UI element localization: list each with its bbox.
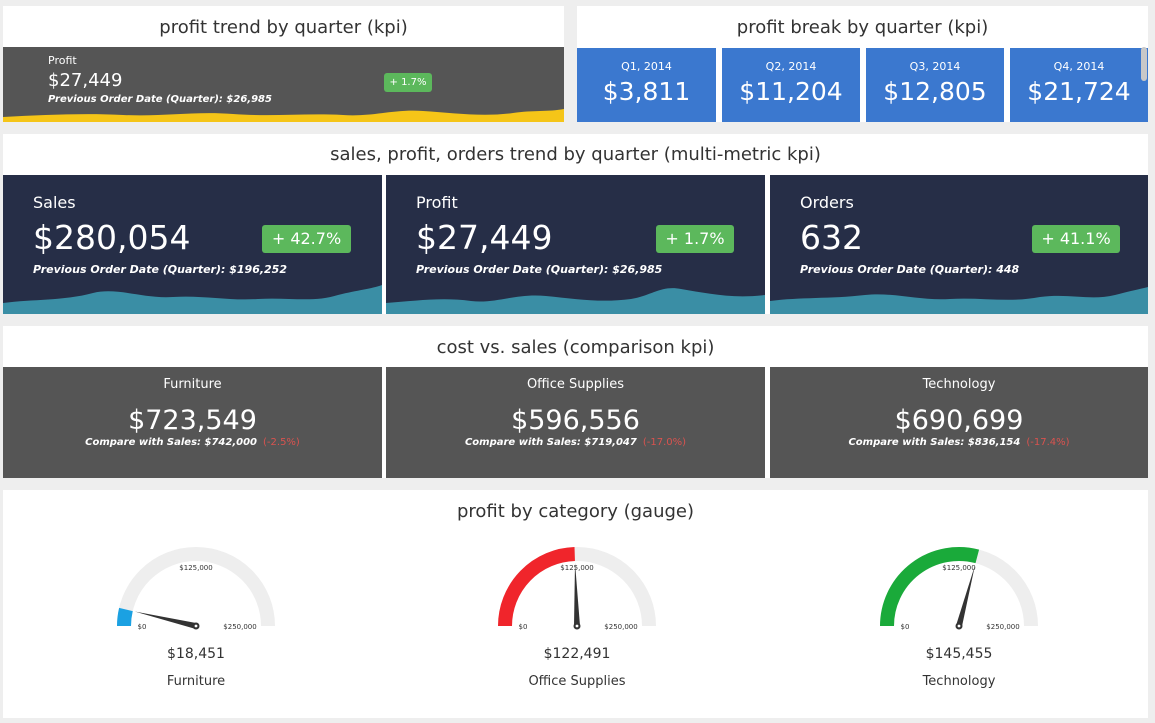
compare-tile-office-supplies[interactable]: Office Supplies $596,556 Compare with Sa… (386, 367, 765, 478)
cost-sales-panel: cost vs. sales (comparison kpi) Furnitur… (3, 326, 1148, 478)
metric-change-badge: + 1.7% (656, 225, 734, 253)
gauge-value: $145,455 (925, 646, 993, 662)
gauge-fill-arc (498, 547, 576, 627)
multi-metric-title: sales, profit, orders trend by quarter (… (330, 144, 821, 165)
metric-previous: Previous Order Date (Quarter): $26,985 (416, 263, 663, 276)
gauge-dial: $0 $125,000 $250,000 (880, 547, 1038, 631)
cost-sales-title: cost vs. sales (comparison kpi) (436, 337, 715, 358)
metric-value: 632 (800, 218, 863, 257)
compare-value: $596,556 (511, 405, 640, 436)
quarter-label: Q2, 2014 (765, 60, 817, 73)
gauge-needle (956, 565, 976, 627)
orders-area (770, 287, 1148, 314)
metric-value: $27,449 (416, 218, 553, 257)
compare-value: $723,549 (128, 405, 257, 436)
gauge-dial: $0 $125,000 $250,000 (117, 547, 275, 631)
compare-line: Compare with Sales: $742,000 (-2.5%) (3, 437, 382, 448)
profit-trend-label: Profit (48, 54, 77, 67)
compare-tile-technology[interactable]: Technology $690,699 Compare with Sales: … (770, 367, 1148, 478)
gauge-max-label: $250,000 (986, 623, 1019, 631)
gauge-title: profit by category (gauge) (456, 501, 695, 522)
gauge-technology[interactable]: $0 $125,000 $250,000 $145,455 Technology (869, 540, 1049, 710)
quarter-tile-q1[interactable]: Q1, 2014 $3,811 (577, 48, 716, 122)
panel-scrollbar[interactable] (1141, 47, 1147, 81)
gauge-min-label: $0 (901, 623, 910, 631)
metric-change-badge: + 41.1% (1032, 225, 1120, 253)
gauge-label: Office Supplies (528, 674, 626, 689)
compare-label: Office Supplies (526, 377, 625, 392)
metric-label: Profit (416, 193, 458, 212)
multi-metric-panel: sales, profit, orders trend by quarter (… (3, 134, 1148, 314)
gauge-furniture[interactable]: $0 $125,000 $250,000 $18,451 Furniture (106, 540, 286, 710)
gauge-track (117, 547, 275, 627)
gauge-label: Furniture (166, 674, 226, 689)
gauge-max-label: $250,000 (604, 623, 637, 631)
gauge-needle (134, 611, 197, 629)
quarter-tile-q4[interactable]: Q4, 2014 $21,724 (1010, 48, 1148, 122)
profit-trend-sparkline (3, 109, 564, 122)
quarter-label: Q3, 2014 (909, 60, 961, 73)
metric-tile-profit[interactable]: Profit $27,449 + 1.7% Previous Order Dat… (386, 175, 765, 314)
metric-tile-orders[interactable]: Orders 632 + 41.1% Previous Order Date (… (770, 175, 1148, 314)
profit-trend-value: $27,449 (48, 70, 123, 91)
metric-previous: Previous Order Date (Quarter): 448 (800, 263, 1020, 276)
quarter-value: $3,811 (602, 77, 691, 106)
profit-trend-panel: profit trend by quarter (kpi) Profit $27… (3, 6, 564, 122)
gauge-mid-label: $125,000 (560, 564, 593, 572)
compare-pct: (-2.5%) (263, 437, 300, 448)
gauge-fill-arc (117, 607, 133, 627)
profit-break-panel: profit break by quarter (kpi) Q1, 2014 $… (577, 6, 1148, 122)
metric-label: Orders (800, 193, 854, 212)
gauge-mid-label: $125,000 (179, 564, 212, 572)
quarter-value: $11,204 (739, 77, 843, 106)
profit-trend-previous: Previous Order Date (Quarter): $26,985 (48, 94, 272, 105)
compare-line: Compare with Sales: $836,154 (-17.4%) (770, 437, 1148, 448)
profit-sparkline (386, 288, 765, 314)
compare-value: $690,699 (894, 405, 1024, 436)
quarter-tile-q2[interactable]: Q2, 2014 $11,204 (722, 48, 860, 122)
profit-trend-title: profit trend by quarter (kpi) (159, 17, 408, 38)
sales-sparkline (3, 285, 382, 314)
gauge-needle-hub-dot (194, 624, 198, 628)
compare-text: Compare with Sales: $742,000 (85, 437, 258, 448)
compare-pct: (-17.4%) (1026, 437, 1070, 448)
gauge-min-label: $0 (138, 623, 147, 631)
gauge-label: Technology (922, 674, 996, 689)
quarter-tile-q3[interactable]: Q3, 2014 $12,805 (866, 48, 1004, 122)
metric-value: $280,054 (33, 218, 191, 257)
quarter-label: Q4, 2014 (1053, 60, 1105, 73)
quarter-value: $12,805 (883, 77, 987, 106)
compare-line: Compare with Sales: $719,047 (-17.0%) (386, 437, 765, 448)
gauge-needle (574, 563, 580, 627)
gauge-value: $122,491 (543, 646, 611, 662)
gauge-value: $18,451 (167, 646, 225, 662)
metric-change-badge: + 42.7% (262, 225, 351, 253)
compare-label: Technology (922, 377, 996, 392)
gauge-max-label: $250,000 (223, 623, 256, 631)
metric-label: Sales (33, 193, 76, 212)
gauge-mid-label: $125,000 (942, 564, 975, 572)
quarter-value: $21,724 (1027, 77, 1131, 106)
gauge-min-label: $0 (519, 623, 528, 631)
gauge-office-supplies[interactable]: $0 $125,000 $250,000 $122,491 Office Suppl… (487, 540, 667, 710)
gauge-fill-arc (880, 547, 980, 627)
gauge-needle-hub-dot (575, 624, 579, 628)
gauge-needle-hub-dot (957, 624, 961, 628)
compare-tile-furniture[interactable]: Furniture $723,549 Compare with Sales: $… (3, 367, 382, 478)
metric-previous: Previous Order Date (Quarter): $196,252 (33, 263, 287, 276)
metric-tile-sales[interactable]: Sales $280,054 + 42.7% Previous Order Da… (3, 175, 382, 314)
compare-text: Compare with Sales: $836,154 (848, 437, 1021, 448)
profit-trend-tile[interactable]: Profit $27,449 Previous Order Date (Quar… (3, 47, 564, 122)
compare-text: Compare with Sales: $719,047 (464, 437, 637, 448)
quarter-label: Q1, 2014 (621, 60, 672, 73)
profit-trend-area (3, 109, 564, 122)
compare-pct: (-17.0%) (642, 437, 687, 448)
gauge-dial: $0 $125,000 $250,000 (498, 547, 656, 631)
profit-area (386, 288, 765, 314)
sales-area (3, 285, 382, 314)
compare-label: Furniture (163, 377, 222, 392)
profit-break-title: profit break by quarter (kpi) (736, 17, 989, 38)
profit-trend-change-badge: + 1.7% (384, 73, 432, 92)
orders-sparkline (770, 287, 1148, 314)
